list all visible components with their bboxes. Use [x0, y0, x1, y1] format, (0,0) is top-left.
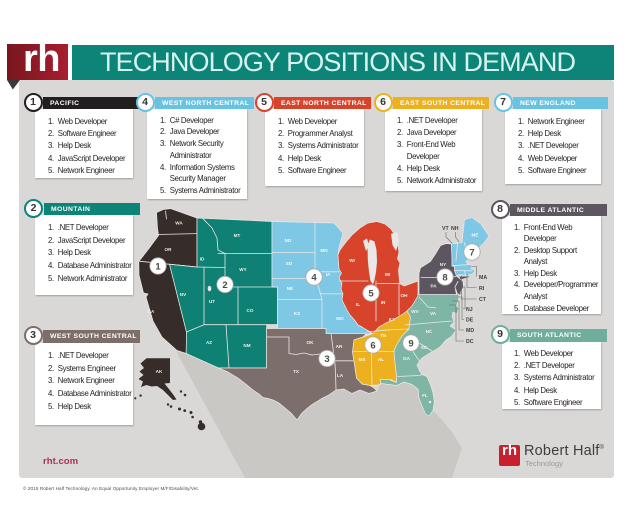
svg-text:DC: DC [466, 339, 474, 345]
svg-text:ME: ME [472, 233, 479, 238]
svg-text:NV: NV [180, 292, 187, 297]
svg-text:ND: ND [285, 238, 292, 243]
svg-text:AR: AR [336, 344, 343, 349]
svg-text:WY: WY [239, 267, 246, 272]
svg-text:WI: WI [349, 258, 355, 263]
svg-text:MN: MN [320, 248, 328, 253]
svg-text:OR: OR [165, 247, 173, 252]
svg-text:CO: CO [247, 308, 254, 313]
svg-text:TX: TX [293, 369, 300, 374]
svg-text:MO: MO [336, 316, 344, 321]
svg-text:IL: IL [356, 302, 360, 307]
svg-text:VA: VA [430, 311, 437, 316]
svg-text:UT: UT [209, 299, 215, 304]
svg-text:MT: MT [234, 233, 241, 238]
svg-text:GA: GA [403, 356, 411, 361]
svg-text:FL: FL [422, 393, 428, 398]
svg-text:WA: WA [175, 221, 183, 226]
svg-text:MD: MD [466, 328, 474, 334]
svg-text:8: 8 [442, 272, 447, 283]
svg-text:AL: AL [378, 357, 384, 362]
svg-text:SC: SC [421, 345, 428, 350]
svg-text:DE: DE [466, 318, 474, 324]
svg-text:3: 3 [324, 354, 329, 365]
svg-text:4: 4 [311, 272, 317, 283]
svg-text:NH: NH [451, 226, 459, 232]
svg-text:RI: RI [479, 286, 485, 292]
svg-text:ID: ID [200, 257, 205, 262]
svg-text:KY: KY [389, 317, 395, 322]
svg-text:6: 6 [370, 340, 375, 351]
svg-text:2: 2 [222, 280, 227, 291]
svg-text:NY: NY [440, 262, 446, 267]
svg-text:SD: SD [286, 261, 293, 266]
svg-text:AK: AK [156, 369, 163, 374]
svg-text:1: 1 [155, 261, 161, 272]
svg-text:PA: PA [430, 284, 437, 289]
svg-text:CA: CA [148, 309, 155, 314]
svg-text:VT: VT [442, 226, 449, 232]
svg-text:5: 5 [368, 288, 374, 299]
svg-text:OK: OK [307, 340, 315, 345]
svg-text:7: 7 [469, 247, 474, 258]
svg-text:CT: CT [479, 297, 487, 303]
svg-text:KS: KS [294, 311, 300, 316]
svg-text:MS: MS [359, 357, 366, 362]
svg-text:9: 9 [408, 338, 413, 349]
svg-text:WV: WV [411, 309, 419, 314]
svg-text:AZ: AZ [206, 340, 212, 345]
svg-text:OH: OH [401, 293, 409, 298]
svg-text:NC: NC [426, 329, 433, 334]
svg-text:MI: MI [385, 272, 390, 277]
svg-text:IN: IN [381, 300, 386, 305]
svg-text:LA: LA [337, 373, 344, 378]
svg-text:NJ: NJ [466, 307, 473, 313]
svg-text:NE: NE [287, 286, 293, 291]
svg-text:NM: NM [243, 343, 250, 348]
svg-text:IA: IA [326, 272, 331, 277]
svg-text:MA: MA [479, 275, 487, 281]
svg-text:TN: TN [380, 333, 387, 338]
